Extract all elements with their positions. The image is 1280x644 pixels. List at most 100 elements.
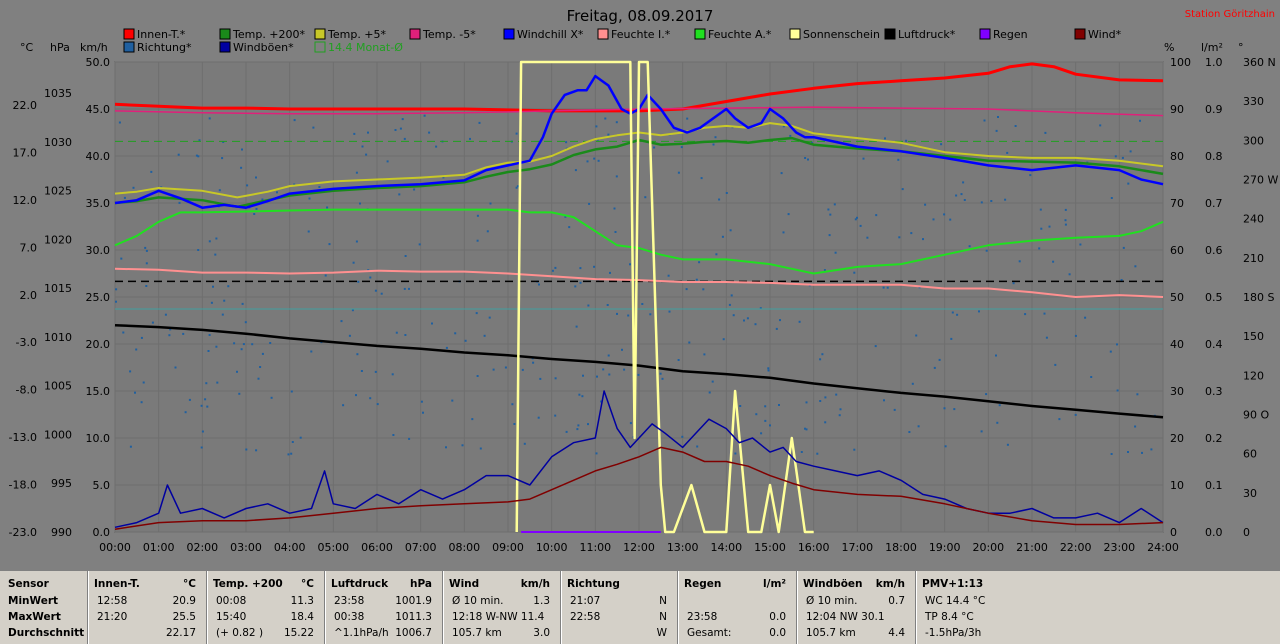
legend-label: Feuchte I.*	[611, 28, 671, 41]
direction-dot	[1064, 208, 1067, 211]
direction-dot	[943, 213, 946, 216]
stat-cell: Regen	[684, 578, 722, 590]
legend-swatch	[884, 28, 896, 40]
direction-dot	[702, 288, 705, 291]
direction-dot	[293, 183, 296, 186]
direction-dot	[875, 214, 878, 217]
direction-dot	[118, 121, 121, 124]
direction-dot	[985, 393, 988, 396]
direction-dot	[218, 189, 221, 192]
direction-dot	[568, 226, 571, 229]
legend-label: Temp. -5*	[422, 28, 476, 41]
direction-dot	[408, 437, 411, 440]
direction-dot	[819, 358, 822, 361]
direction-dot	[355, 171, 358, 174]
direction-dot	[677, 359, 680, 361]
direction-dot	[208, 240, 211, 243]
stat-column: Temp. +200 °C 00:08 11.3 15:40 18.4 (+ 0.82 ) 1…	[207, 571, 320, 644]
stat-cell: 105.7 km	[452, 627, 502, 639]
direction-dot	[357, 280, 360, 283]
direction-dot	[1110, 197, 1113, 199]
direction-dot	[287, 453, 290, 456]
tick-deg: 30	[1243, 487, 1257, 500]
direction-dot	[712, 143, 715, 146]
direction-dot	[538, 283, 540, 286]
direction-dot	[606, 304, 609, 306]
tick-deg: 360 N	[1243, 56, 1276, 69]
direction-dot	[1127, 182, 1130, 185]
tick-lm2: 0.7	[1205, 197, 1223, 210]
direction-dot	[789, 134, 792, 137]
direction-dot	[833, 203, 836, 206]
direction-dot	[215, 237, 218, 240]
tick-hpa: 1035	[44, 87, 72, 100]
direction-dot	[824, 396, 827, 399]
direction-dot	[1014, 125, 1017, 127]
direction-dot	[804, 427, 806, 430]
tick-deg: 180 S	[1243, 291, 1274, 304]
tick-kmh: 15.0	[86, 385, 111, 398]
stat-column: PMV+1:13 WC 14.4 °C TP 8.4 °C -1.5hPa/3h	[916, 571, 1027, 644]
direction-dot	[475, 312, 478, 315]
series-line	[114, 390, 1164, 529]
direction-dot	[261, 198, 264, 201]
direction-dot	[1043, 312, 1046, 315]
direction-dot	[380, 292, 383, 295]
direction-dot	[404, 255, 407, 257]
direction-dot	[804, 157, 807, 159]
stat-cell: N	[659, 611, 667, 623]
direction-dot	[355, 394, 357, 397]
direction-dot	[728, 303, 731, 306]
tick-kmh: 5.0	[93, 479, 111, 492]
direction-dot	[995, 129, 998, 132]
direction-dot	[767, 369, 770, 372]
direction-dot	[483, 334, 486, 337]
tick-celsius: -13.0	[9, 431, 37, 444]
direction-dot	[703, 353, 706, 356]
tick-percent: 100	[1170, 56, 1191, 69]
direction-dot	[212, 285, 214, 288]
tick-time: 06:00	[361, 541, 393, 554]
direction-dot	[428, 131, 431, 134]
direction-dot	[1024, 313, 1027, 316]
direction-dot	[328, 243, 331, 246]
tick-time: 19:00	[929, 541, 961, 554]
stat-cell: °C	[183, 578, 196, 590]
direction-dot	[653, 146, 656, 149]
direction-dot	[608, 373, 611, 376]
direction-dot	[980, 430, 983, 433]
direction-dot	[616, 312, 618, 315]
direction-dot	[874, 345, 877, 348]
direction-dot	[404, 334, 407, 336]
stat-column: Richtung 21:07 N 22:58 N W	[561, 571, 673, 644]
direction-dot	[695, 278, 698, 281]
direction-dot	[886, 286, 889, 289]
stat-cell: MinWert	[8, 595, 59, 607]
stat-cell: W	[656, 627, 667, 639]
direction-dot	[523, 442, 526, 445]
direction-dot	[422, 411, 424, 414]
direction-dot	[949, 218, 952, 221]
direction-dot	[908, 431, 911, 433]
direction-dot	[917, 425, 920, 428]
tick-kmh: 40.0	[86, 150, 111, 163]
stat-cell: 23:58	[687, 611, 718, 623]
stat-cell: 12:18 W-NW 11.4	[452, 611, 545, 623]
direction-dot	[206, 405, 209, 408]
tick-time: 09:00	[492, 541, 524, 554]
tick-deg: 240	[1243, 213, 1264, 226]
stat-cell: 15:40	[216, 611, 247, 623]
direction-dot	[197, 249, 200, 251]
direction-dot	[597, 159, 600, 162]
tick-time: 04:00	[274, 541, 306, 554]
direction-dot	[688, 341, 691, 344]
direction-dot	[587, 304, 590, 307]
direction-dot	[205, 382, 208, 385]
tick-hpa: 1015	[44, 282, 72, 295]
direction-dot	[1114, 155, 1117, 158]
direction-dot	[478, 121, 481, 124]
direction-dot	[532, 361, 535, 364]
unit-hpa: hPa	[50, 41, 70, 54]
direction-dot	[222, 141, 225, 143]
direction-dot	[369, 397, 372, 400]
